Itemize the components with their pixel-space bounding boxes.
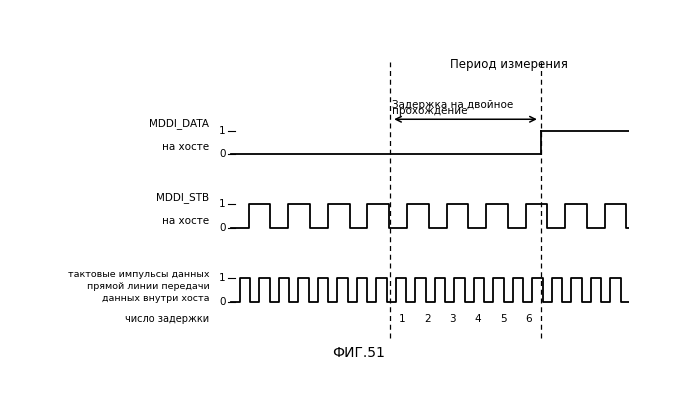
Text: 6: 6 bbox=[526, 314, 532, 324]
Text: на хосте: на хосте bbox=[162, 216, 209, 226]
Text: MDDI_STB: MDDI_STB bbox=[156, 192, 209, 203]
Text: прохождение: прохождение bbox=[392, 106, 468, 116]
Text: данных внутри хоста: данных внутри хоста bbox=[102, 294, 209, 303]
Text: 0: 0 bbox=[219, 297, 226, 307]
Text: ФИГ.51: ФИГ.51 bbox=[332, 346, 384, 360]
Text: тактовые импульсы данных: тактовые импульсы данных bbox=[68, 270, 209, 279]
Text: на хосте: на хосте bbox=[162, 142, 209, 152]
Text: 2: 2 bbox=[424, 314, 431, 324]
Text: Период измерения: Период измерения bbox=[450, 58, 568, 71]
Text: 0: 0 bbox=[219, 223, 226, 233]
Text: 1: 1 bbox=[219, 273, 226, 283]
Text: 1: 1 bbox=[219, 200, 226, 209]
Text: 4: 4 bbox=[475, 314, 482, 324]
Text: прямой линии передачи: прямой линии передачи bbox=[87, 282, 209, 291]
Text: 0: 0 bbox=[219, 149, 226, 159]
Text: 1: 1 bbox=[219, 126, 226, 135]
Text: число задержки: число задержки bbox=[125, 314, 209, 324]
Text: MDDI_DATA: MDDI_DATA bbox=[150, 118, 209, 129]
Text: 1: 1 bbox=[399, 314, 405, 324]
Text: 5: 5 bbox=[500, 314, 507, 324]
Text: 3: 3 bbox=[449, 314, 456, 324]
Text: Задержка на двойное: Задержка на двойное bbox=[392, 100, 514, 110]
